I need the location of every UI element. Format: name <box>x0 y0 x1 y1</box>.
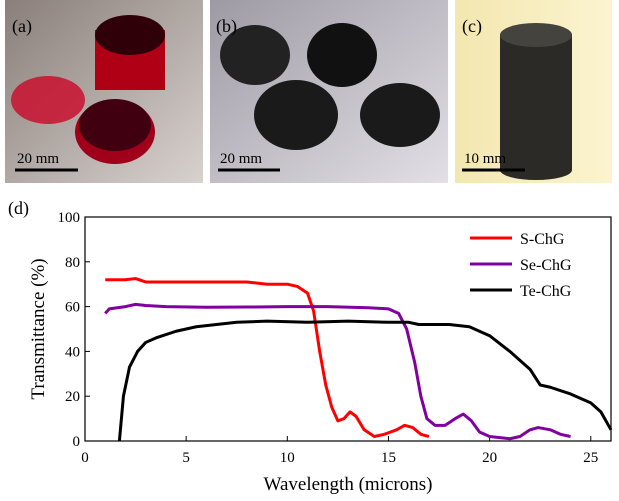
panel-label: (a) <box>12 16 32 37</box>
x-tick-label: 0 <box>81 450 89 466</box>
y-tick-label: 20 <box>65 389 80 405</box>
legend-label: Se-ChG <box>520 257 572 274</box>
legend-label: Te-ChG <box>520 283 572 300</box>
figure: (a) (b) (c) 20 mm 20 mm 10 mm (d) Wavele… <box>0 0 619 496</box>
x-axis-label: Wavelength (microns) <box>264 474 433 495</box>
y-tick-label: 40 <box>65 344 80 360</box>
x-tick-label: 20 <box>482 450 497 466</box>
data-line <box>105 279 429 437</box>
legend-label: S-ChG <box>520 231 565 248</box>
panel-label: (d) <box>8 198 29 219</box>
x-tick-label: 10 <box>280 450 295 466</box>
y-tick-label: 80 <box>65 255 80 271</box>
scale-label: 20 mm <box>17 151 59 167</box>
panel-label: (c) <box>462 16 482 37</box>
panel-label: (b) <box>216 16 237 37</box>
plot-frame <box>85 217 611 441</box>
scale-label: 10 mm <box>464 151 506 167</box>
x-tick-label: 5 <box>182 450 190 466</box>
y-tick-label: 0 <box>73 434 81 450</box>
y-tick-label: 100 <box>58 210 81 226</box>
y-tick-label: 60 <box>65 300 80 316</box>
y-axis-label: Transmittance (%) <box>28 258 49 399</box>
x-tick-label: 15 <box>381 450 396 466</box>
x-tick-label: 25 <box>583 450 598 466</box>
data-line <box>119 321 611 441</box>
scale-label: 20 mm <box>220 151 262 167</box>
